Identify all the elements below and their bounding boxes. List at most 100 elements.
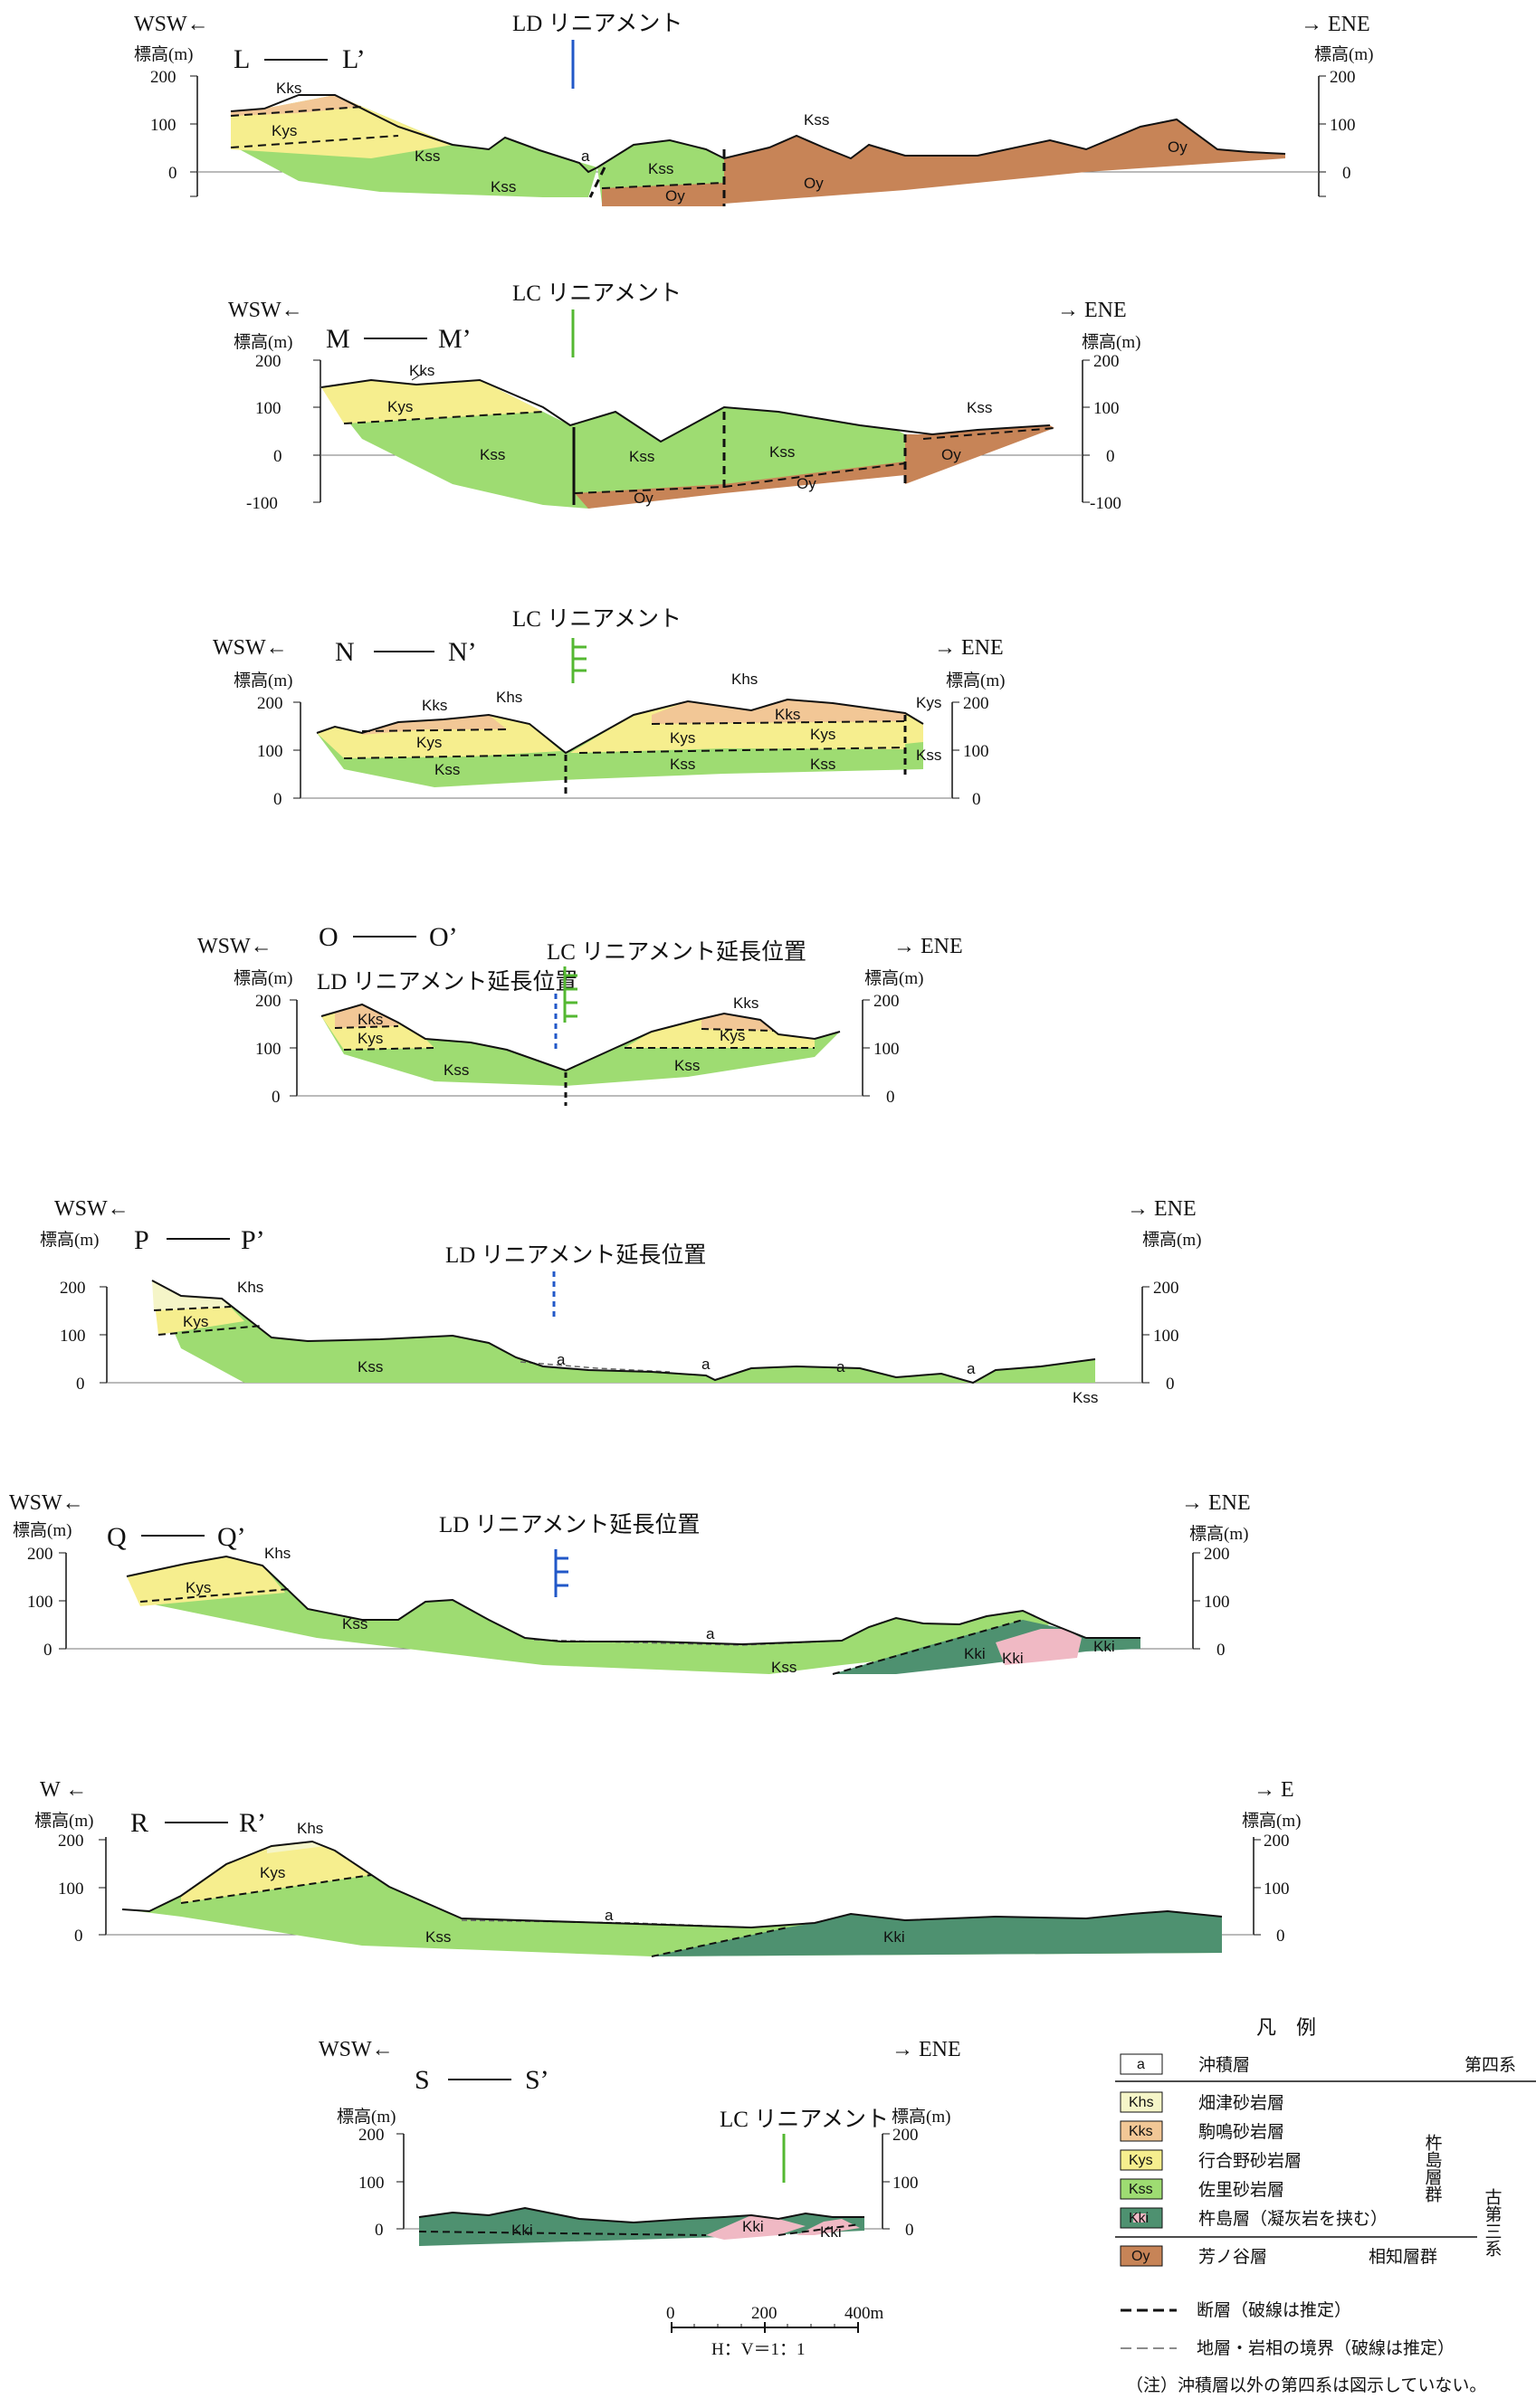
label-Kks: Kks: [276, 80, 301, 97]
dir-left: WSW←: [134, 13, 209, 36]
unit-Khs: [267, 1842, 326, 1853]
legend-code-Kki: Kki: [1129, 2211, 1149, 2226]
lineament-label: LD リニアメント延長位置: [439, 1512, 700, 1537]
tick-200: 200: [255, 992, 281, 1011]
unit-Oy-1: [602, 183, 724, 206]
label-Kki-2: Kki: [1002, 1650, 1024, 1667]
label-Kys: Kys: [260, 1864, 285, 1881]
tick-0-right: 0: [1106, 447, 1115, 466]
tick-200: 200: [358, 2126, 385, 2145]
label-Oy-3: Oy: [1168, 138, 1188, 156]
label-a: a: [706, 1625, 715, 1642]
legend-kishima-group: 杵島層群: [1423, 2134, 1443, 2203]
dir-right: → ENE: [892, 2038, 961, 2061]
section-name-left: M: [326, 324, 350, 354]
tick-100: 100: [58, 1880, 84, 1899]
legend-ochi-group: 相知層群: [1369, 2247, 1437, 2267]
label-Kss: Kss: [480, 446, 505, 463]
label-Kys-3: Kys: [810, 726, 835, 743]
label-Kss-4: Kss: [967, 399, 992, 416]
unit-Kys: [321, 380, 543, 424]
dir-right: → ENE: [1127, 1197, 1197, 1221]
label-Kks: Kks: [422, 697, 447, 714]
label-Kks: Kks: [409, 362, 434, 379]
unit-Oy-2: [724, 119, 1285, 204]
elev-label-right: 標高(m): [1189, 1524, 1248, 1544]
label-a-4: a: [967, 1360, 976, 1377]
label-Kss: Kss: [415, 148, 440, 165]
label-a: a: [581, 148, 590, 165]
tick-0: 0: [74, 1927, 83, 1946]
label-Kys-2: Kys: [670, 729, 695, 747]
elev-label-left: 標高(m): [13, 1520, 72, 1540]
unit-Kks-2: [701, 1014, 774, 1031]
label-Khs: Khs: [237, 1279, 263, 1296]
label-Oy-2: Oy: [797, 475, 816, 492]
label-Khs: Khs: [297, 1820, 323, 1837]
tick-100: 100: [255, 1040, 281, 1059]
label-Kys-4: Kys: [916, 694, 941, 711]
label-Kki-2: Kki: [742, 2218, 764, 2235]
section-name-right: P’: [241, 1225, 265, 1255]
scale-200: 200: [751, 2304, 778, 2323]
tick-0: 0: [168, 164, 177, 183]
legend-code-Khs: Khs: [1129, 2095, 1154, 2110]
label-Kys: Kys: [358, 1030, 383, 1047]
section-name-left: O: [319, 922, 339, 952]
unit-Kks: [362, 715, 507, 735]
dir-right: → ENE: [1301, 13, 1370, 36]
label-Khs: Khs: [496, 689, 522, 706]
elev-label-right: 標高(m): [1314, 44, 1373, 64]
legend-name-Kys: 行合野砂岩層: [1198, 2151, 1302, 2171]
tick-100-right: 100: [963, 742, 989, 761]
unit-Kys: [127, 1556, 285, 1606]
label-Kss: Kss: [358, 1358, 383, 1375]
label-Kss-2: Kss: [674, 1057, 700, 1074]
tick-100-right: 100: [892, 2174, 919, 2193]
section-name-left: L: [234, 44, 250, 74]
legend-note: （注）沖積層以外の第四系は図示していない。: [1126, 2375, 1486, 2395]
unit-Kys-3: [905, 713, 923, 744]
section-S: WSW← → ENE 標高(m) 標高(m) S S’ LC リニアメント 20…: [319, 2038, 961, 2246]
dir-right: → ENE: [1181, 1491, 1251, 1515]
section-N: WSW← → ENE 標高(m) 標高(m) N N’ LC リニアメント 20…: [213, 607, 1005, 809]
tick-200-right: 200: [1330, 68, 1356, 87]
section-name-left: R: [130, 1808, 148, 1838]
tick-200: 200: [150, 68, 176, 87]
section-name-right: R’: [239, 1808, 266, 1838]
tick-0: 0: [375, 2221, 384, 2240]
tick-0-right: 0: [1216, 1641, 1226, 1660]
label-Kss: Kss: [434, 761, 460, 778]
label-Oy: Oy: [634, 490, 654, 507]
label-Kys: Kys: [186, 1579, 211, 1596]
tick-100: 100: [358, 2174, 385, 2193]
unit-Kss: [152, 1280, 1095, 1383]
tick-0-right: 0: [1342, 164, 1351, 183]
elev-label-right: 標高(m): [864, 968, 923, 988]
section-name-left: S: [415, 2065, 430, 2095]
legend-boundary: 地層・岩相の境界（破線は推定）: [1197, 2338, 1455, 2358]
tick-100: 100: [257, 742, 283, 761]
dir-right: → ENE: [934, 636, 1004, 660]
section-name-right: N’: [448, 637, 477, 667]
tick-100-right: 100: [1093, 399, 1120, 418]
tick-neg100: -100: [246, 494, 278, 513]
legend-code-Kys: Kys: [1129, 2153, 1153, 2168]
elev-label-right: 標高(m): [1242, 1811, 1301, 1831]
section-name-left: Q: [107, 1522, 127, 1552]
label-a: a: [605, 1907, 614, 1924]
tick-0-right: 0: [972, 790, 981, 809]
label-a-2: a: [701, 1356, 711, 1373]
tick-0: 0: [76, 1375, 85, 1394]
legend-code-Kks: Kks: [1129, 2124, 1153, 2139]
label-Kks: Kks: [358, 1011, 383, 1028]
label-Kks-2: Kks: [733, 995, 758, 1012]
section-P: WSW← → ENE 標高(m) 標高(m) P P’ LD リニアメント延長位…: [40, 1197, 1201, 1406]
label-Kki-3: Kki: [820, 2223, 842, 2241]
section-name-right: M’: [438, 324, 472, 354]
tick-100: 100: [60, 1327, 86, 1346]
label-Khs: Khs: [264, 1545, 291, 1562]
lineament-marker: [571, 638, 587, 683]
label-Kss-2: Kss: [1073, 1389, 1098, 1406]
section-name-left: N: [335, 637, 355, 667]
